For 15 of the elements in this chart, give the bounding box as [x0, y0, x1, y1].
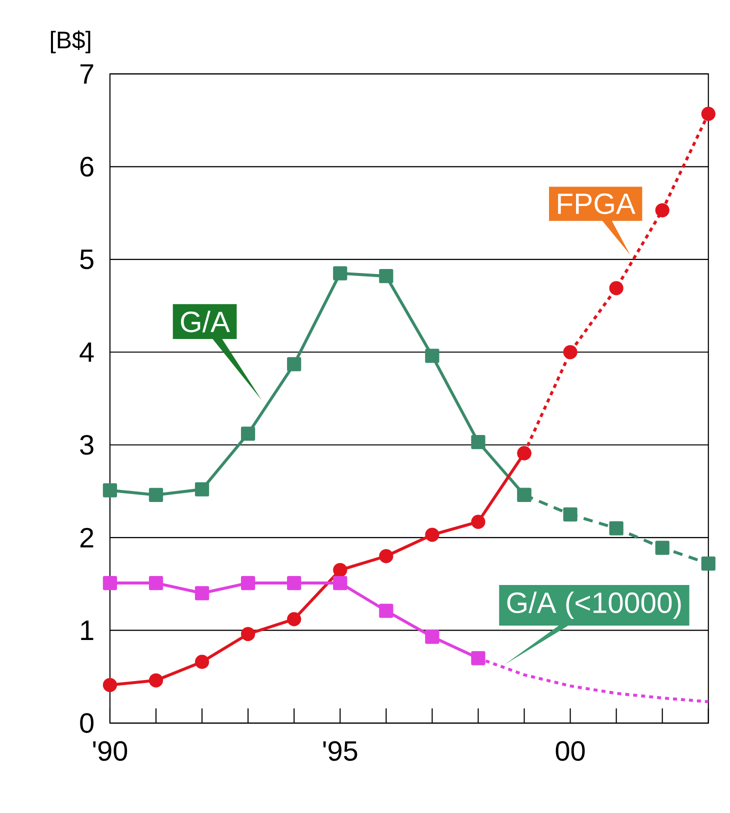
y-axis-title: [B$] — [50, 30, 90, 54]
x-tick-label: '90 — [92, 741, 127, 761]
y-tick-label: 0 — [80, 713, 94, 733]
y-tick-label: 6 — [80, 156, 94, 177]
y-tick-label: 4 — [79, 342, 94, 362]
y-tick-label: 7 — [80, 64, 93, 84]
y-tick-label: 2 — [80, 528, 93, 548]
series-label: FPGA — [558, 193, 636, 214]
text: G/A — [180, 310, 230, 332]
x-tick-label: '95 — [323, 741, 357, 761]
y-tick-label: 3 — [80, 434, 94, 455]
y-tick-label: 5 — [80, 250, 94, 270]
series-label: G/A (<10000) — [507, 592, 681, 619]
y-tick-label: 1 — [80, 620, 94, 640]
x-tick-label: 00 — [556, 741, 585, 761]
